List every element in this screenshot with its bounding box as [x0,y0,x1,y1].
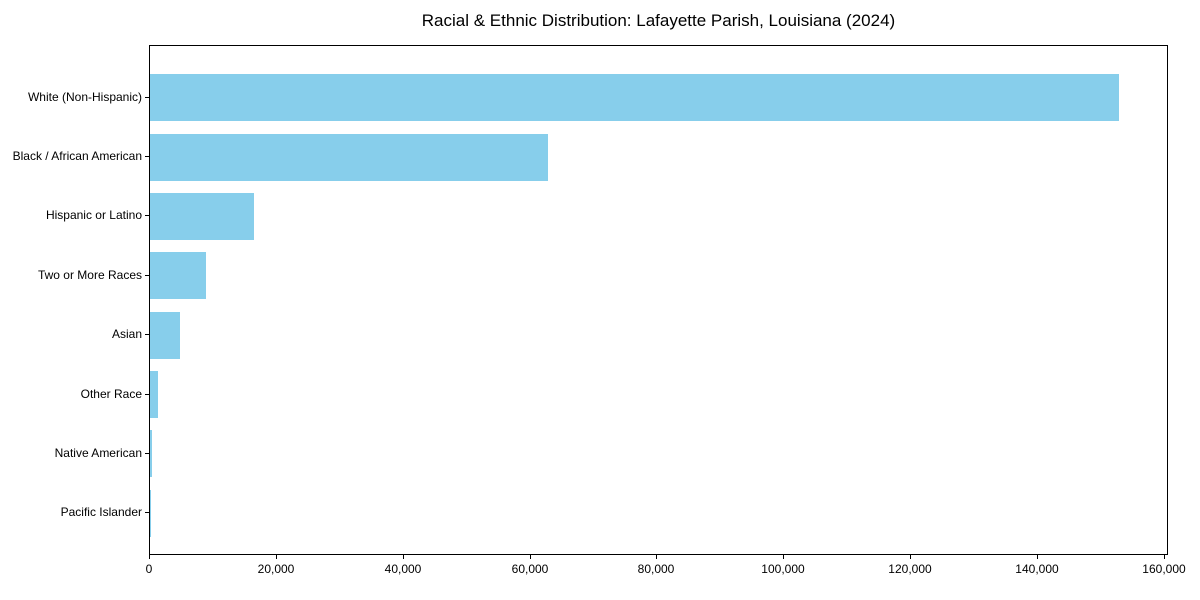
x-tick-label-160000: 160,000 [1142,562,1186,576]
y-tick [145,215,149,216]
bar-asian [150,311,180,359]
y-tick [145,512,149,513]
x-tick [910,555,911,559]
x-tick-label-80000: 80,000 [637,562,675,576]
x-tick-label-0: 0 [145,562,153,576]
y-tick [145,156,149,157]
y-tick [145,394,149,395]
y-tick-label-two-or-more-races: Two or More Races [37,268,142,282]
y-tick-label-black-african-american: Black / African American [12,149,142,163]
y-tick [145,275,149,276]
bar-black-african-american [150,133,549,181]
x-tick-label-140000: 140,000 [1015,562,1059,576]
x-tick [403,555,404,559]
x-tick [149,555,150,559]
x-tick-label-40000: 40,000 [384,562,422,576]
x-tick [656,555,657,559]
y-tick-label-other-race: Other Race [80,387,142,401]
x-tick-label-120000: 120,000 [888,562,932,576]
y-tick [145,453,149,454]
y-tick-label-pacific-islander: Pacific Islander [60,505,142,519]
x-tick [530,555,531,559]
x-tick [783,555,784,559]
bar-other-race [150,371,158,419]
y-tick-label-asian: Asian [111,327,142,341]
x-tick-label-20000: 20,000 [257,562,295,576]
chart-title: Racial & Ethnic Distribution: Lafayette … [421,11,896,30]
x-tick [1164,555,1165,559]
y-tick-label-native-american: Native American [54,446,142,460]
y-tick-label-white-non-hispanic: White (Non-Hispanic) [27,90,142,104]
bar-hispanic-or-latino [150,192,255,240]
bars-container [150,46,1167,554]
x-tick-label-100000: 100,000 [761,562,805,576]
y-tick-label-hispanic-or-latino: Hispanic or Latino [45,208,142,222]
x-tick [1037,555,1038,559]
bar-two-or-more-races [150,252,206,300]
x-tick [276,555,277,559]
bar-native-american [150,430,152,478]
plot-area [149,45,1168,555]
x-tick-label-60000: 60,000 [511,562,549,576]
y-tick [145,334,149,335]
bar-white-non-hispanic [150,74,1119,122]
y-tick [145,97,149,98]
